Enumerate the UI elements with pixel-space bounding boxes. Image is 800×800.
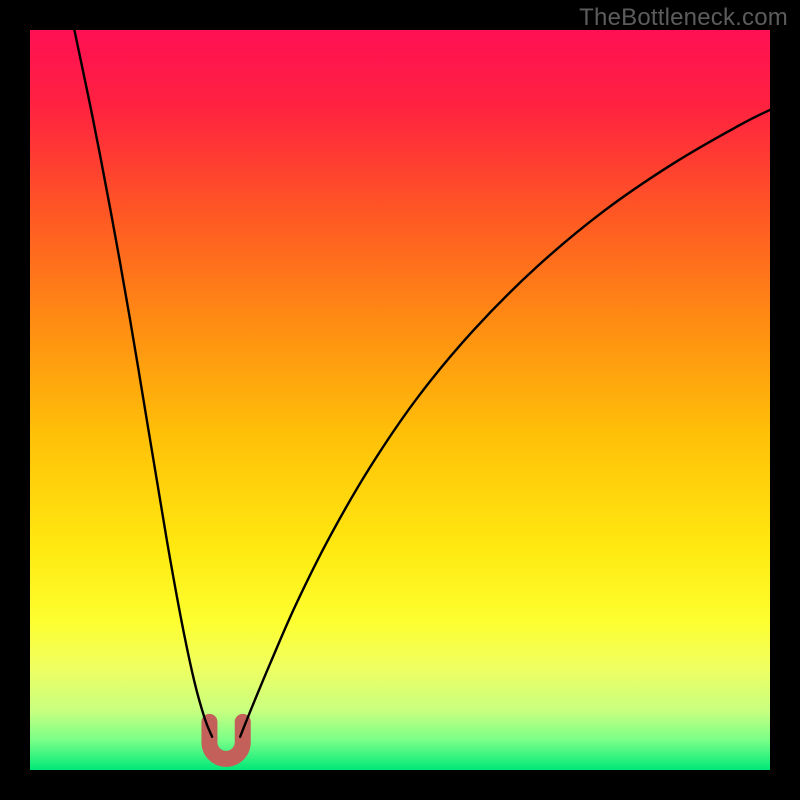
chart-container: TheBottleneck.com: [0, 0, 800, 800]
chart-svg: [0, 0, 800, 800]
watermark-label: TheBottleneck.com: [579, 4, 788, 32]
plot-area: [30, 30, 770, 770]
